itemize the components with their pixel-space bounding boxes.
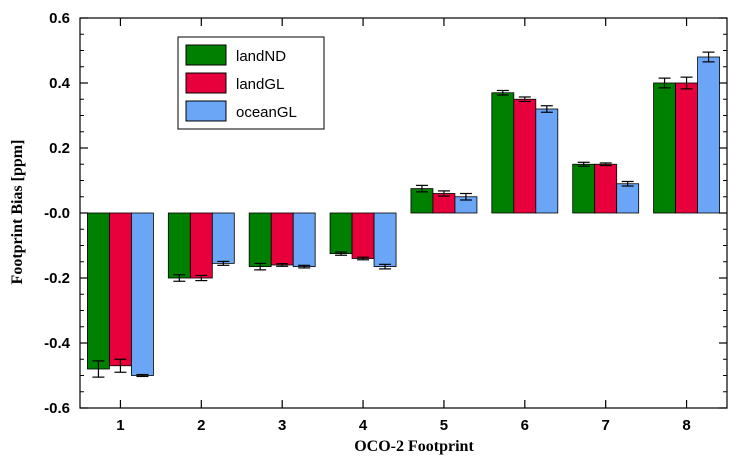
legend-swatch-landND bbox=[185, 44, 227, 66]
legend-swatch-landGL bbox=[185, 72, 227, 94]
error-bar-landGL-3 bbox=[276, 263, 289, 267]
error-bar-landGL-6 bbox=[518, 96, 531, 103]
y-axis-title: Footprint Bias [ppm] bbox=[9, 140, 26, 285]
x-tick-label: 4 bbox=[359, 417, 368, 434]
error-bar-oceanGL-6 bbox=[540, 105, 553, 113]
error-bar-landND-6 bbox=[496, 89, 509, 96]
x-tick-label: 2 bbox=[197, 417, 205, 434]
y-tick-label: 0.6 bbox=[49, 10, 70, 27]
error-bar-landND-3 bbox=[254, 262, 267, 271]
x-tick-label: 3 bbox=[278, 417, 286, 434]
bar-landGL-3 bbox=[270, 212, 294, 266]
bar-landND-1 bbox=[87, 212, 110, 370]
legend-label-landGL: landGL bbox=[236, 76, 284, 93]
bar-oceanGL-1 bbox=[131, 212, 154, 376]
bar-landND-4 bbox=[329, 212, 353, 255]
bar-oceanGL-2 bbox=[211, 212, 235, 264]
x-tick-label: 6 bbox=[521, 417, 529, 434]
error-bar-landGL-4 bbox=[357, 256, 370, 261]
bar-landGL-1 bbox=[109, 212, 132, 367]
y-tick-label: -0.4 bbox=[44, 335, 71, 352]
error-bar-oceanGL-4 bbox=[379, 263, 392, 270]
error-bar-landND-8 bbox=[658, 77, 671, 89]
bar-landND-6 bbox=[491, 92, 515, 214]
y-tick-label: 0.4 bbox=[49, 75, 71, 92]
error-bar-landGL-7 bbox=[599, 162, 612, 167]
bar-landND-3 bbox=[248, 212, 272, 268]
bar-oceanGL-4 bbox=[373, 212, 397, 268]
error-bar-landND-5 bbox=[415, 184, 428, 193]
bar-oceanGL-7 bbox=[616, 183, 640, 214]
bar-oceanGL-3 bbox=[292, 212, 316, 268]
error-bar-landGL-8 bbox=[680, 76, 693, 90]
bar-landGL-6 bbox=[513, 98, 537, 214]
bar-landGL-2 bbox=[189, 212, 213, 279]
error-bar-oceanGL-3 bbox=[298, 264, 311, 269]
y-tick-label: -0.6 bbox=[44, 400, 70, 417]
bar-oceanGL-6 bbox=[535, 108, 559, 214]
bar-landND-8 bbox=[653, 82, 676, 214]
error-bar-oceanGL-5 bbox=[459, 192, 472, 201]
error-bar-oceanGL-8 bbox=[702, 51, 715, 63]
error-bar-landGL-1 bbox=[114, 358, 127, 373]
x-tick-label: 7 bbox=[602, 417, 610, 434]
error-bar-oceanGL-7 bbox=[621, 180, 634, 187]
x-axis-title: OCO-2 Footprint bbox=[354, 438, 474, 455]
bar-landGL-7 bbox=[594, 163, 618, 214]
error-bar-landND-1 bbox=[92, 360, 105, 378]
x-tick-label: 1 bbox=[116, 417, 124, 434]
y-tick-label: -0.0 bbox=[44, 205, 70, 222]
error-bar-oceanGL-2 bbox=[217, 260, 230, 266]
x-tick-label: 5 bbox=[440, 417, 448, 434]
error-bar-landND-2 bbox=[173, 274, 186, 282]
error-bar-landND-7 bbox=[577, 161, 590, 167]
bar-landND-7 bbox=[572, 163, 596, 214]
bar-oceanGL-8 bbox=[697, 56, 720, 214]
error-bar-landND-4 bbox=[335, 251, 348, 256]
error-bar-landGL-2 bbox=[195, 274, 208, 282]
y-tick-label: 0.2 bbox=[49, 140, 70, 157]
error-bar-landGL-5 bbox=[437, 190, 450, 197]
legend-swatch-oceanGL bbox=[185, 100, 227, 122]
error-bar-oceanGL-1 bbox=[136, 373, 149, 378]
bar-landGL-4 bbox=[351, 212, 375, 259]
legend-label-oceanGL: oceanGL bbox=[236, 104, 297, 121]
y-tick-label: -0.2 bbox=[44, 270, 70, 287]
bar-landND-2 bbox=[167, 212, 191, 279]
bar-landGL-8 bbox=[675, 82, 698, 214]
x-tick-label: 8 bbox=[682, 417, 690, 434]
legend-label-landND: landND bbox=[236, 48, 286, 65]
